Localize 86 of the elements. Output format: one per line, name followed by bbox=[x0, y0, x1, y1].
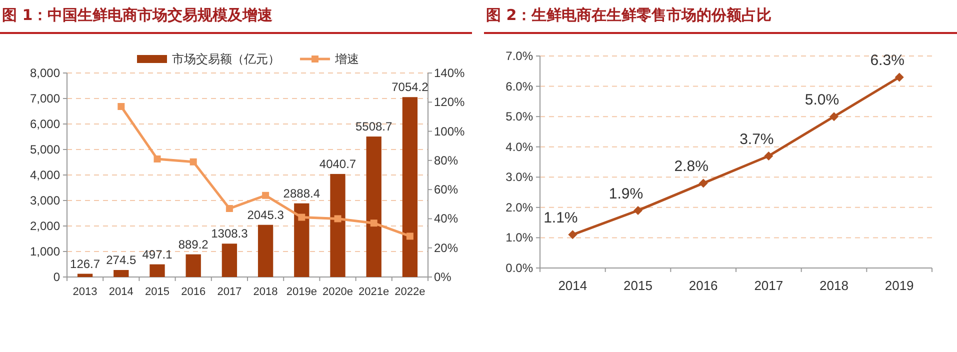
data-label: 3.7% bbox=[740, 130, 774, 148]
y-tick-label: 6,000 bbox=[30, 117, 60, 131]
chart-title: 图 2：生鲜电商在生鲜零售市场的份额占比 bbox=[486, 6, 772, 25]
x-tick-label: 2014 bbox=[108, 286, 134, 298]
x-tick-label: 2016 bbox=[181, 286, 206, 298]
x-tick-label: 2016 bbox=[688, 278, 718, 293]
point bbox=[298, 214, 306, 221]
y-tick-label: 5.0% bbox=[506, 110, 534, 124]
point bbox=[370, 220, 378, 227]
y-tick-label: 8,000 bbox=[30, 66, 60, 80]
y2-tick-label: 0% bbox=[434, 270, 452, 284]
x-tick-label: 2013 bbox=[72, 286, 98, 298]
y-tick-label: 3.0% bbox=[506, 170, 534, 184]
x-tick-label: 2022e bbox=[394, 286, 426, 298]
legend-label: 市场交易额（亿元） bbox=[172, 52, 280, 66]
x-tick-label: 2021e bbox=[358, 286, 390, 298]
y-tick-label: 0.0% bbox=[506, 261, 534, 275]
bar bbox=[77, 274, 93, 277]
point bbox=[190, 158, 197, 166]
data-label: 2888.4 bbox=[283, 186, 320, 200]
data-label: 274.5 bbox=[106, 253, 136, 267]
y-tick-label: 2.0% bbox=[506, 200, 534, 214]
bar bbox=[186, 254, 201, 277]
x-tick-label: 2015 bbox=[145, 286, 170, 298]
x-tick-label: 2019 bbox=[884, 278, 914, 293]
bar bbox=[222, 244, 238, 277]
data-label: 4040.7 bbox=[319, 156, 356, 171]
y-tick-label: 0 bbox=[53, 270, 60, 284]
y-tick-label: 1,000 bbox=[30, 244, 60, 258]
data-label: 5.0% bbox=[804, 92, 840, 109]
y2-tick-label: 20% bbox=[434, 240, 458, 255]
x-tick-label: 2017 bbox=[217, 286, 242, 298]
bar bbox=[258, 224, 274, 277]
point bbox=[568, 230, 578, 240]
point bbox=[634, 206, 642, 215]
y-tick-label: 1.0% bbox=[506, 230, 534, 245]
point bbox=[830, 112, 838, 122]
chart-title: 图 1：中国生鲜电商市场交易规模及增速 bbox=[2, 6, 273, 25]
y2-tick-label: 60% bbox=[434, 182, 458, 197]
x-tick-label: 2017 bbox=[754, 278, 784, 293]
data-label: 2.8% bbox=[674, 158, 708, 176]
data-label: 126.7 bbox=[70, 256, 100, 271]
data-label: 5508.7 bbox=[356, 120, 393, 134]
y-tick-label: 5,000 bbox=[30, 142, 60, 156]
point bbox=[118, 103, 125, 110]
data-label: 497.1 bbox=[142, 247, 173, 262]
y2-tick-label: 80% bbox=[434, 153, 458, 168]
y-tick-label: 3,000 bbox=[30, 194, 60, 208]
point bbox=[154, 155, 161, 162]
y2-tick-label: 120% bbox=[434, 95, 466, 110]
x-tick-label: 2019e bbox=[286, 286, 317, 298]
point bbox=[894, 72, 904, 82]
bar bbox=[402, 97, 418, 277]
bar bbox=[366, 136, 382, 277]
point bbox=[226, 205, 233, 212]
point bbox=[262, 192, 270, 199]
y-tick-label: 4,000 bbox=[30, 168, 60, 182]
data-label: 6.3% bbox=[870, 52, 904, 70]
y2-tick-label: 100% bbox=[434, 124, 466, 138]
data-label: 7054.2 bbox=[392, 80, 429, 94]
y2-tick-label: 140% bbox=[434, 66, 466, 80]
bar bbox=[150, 264, 165, 277]
point bbox=[764, 151, 774, 160]
x-tick-label: 2018 bbox=[253, 286, 278, 298]
y-tick-label: 4.0% bbox=[506, 140, 534, 154]
bar bbox=[330, 174, 346, 277]
data-label: 1308.3 bbox=[211, 226, 248, 241]
data-label: 2045.3 bbox=[247, 208, 284, 222]
point bbox=[406, 232, 414, 240]
data-label: 1.1% bbox=[544, 210, 578, 227]
y2-tick-label: 40% bbox=[434, 212, 458, 226]
data-label: 1.9% bbox=[608, 185, 644, 202]
bar bbox=[294, 203, 310, 277]
y-tick-label: 7,000 bbox=[30, 92, 60, 106]
y-tick-label: 6.0% bbox=[506, 79, 534, 94]
x-tick-label: 2015 bbox=[624, 278, 652, 293]
y-tick-label: 2,000 bbox=[30, 219, 60, 233]
point bbox=[698, 178, 708, 188]
point bbox=[334, 215, 342, 222]
legend-label: 增速 bbox=[334, 52, 359, 66]
x-tick-label: 2014 bbox=[558, 278, 588, 293]
data-label: 889.2 bbox=[178, 237, 209, 252]
y-tick-label: 7.0% bbox=[506, 49, 534, 63]
bar bbox=[114, 270, 129, 277]
x-tick-label: 2018 bbox=[820, 278, 848, 293]
x-tick-label: 2020e bbox=[322, 286, 354, 298]
